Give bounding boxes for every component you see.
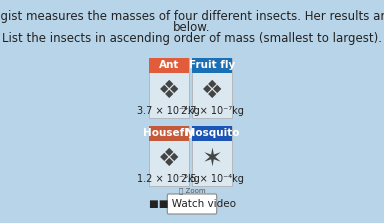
FancyBboxPatch shape bbox=[192, 126, 232, 141]
FancyBboxPatch shape bbox=[149, 126, 189, 186]
Text: Housefly: Housefly bbox=[143, 128, 195, 138]
FancyBboxPatch shape bbox=[167, 194, 217, 214]
Text: Ant: Ant bbox=[159, 60, 179, 70]
Text: 1.2 × 10⁻⁵kg: 1.2 × 10⁻⁵kg bbox=[137, 174, 200, 184]
Text: below.: below. bbox=[173, 21, 211, 34]
Text: 🔍 Zoom: 🔍 Zoom bbox=[179, 188, 205, 194]
Text: Mosquito: Mosquito bbox=[185, 128, 239, 138]
FancyBboxPatch shape bbox=[192, 126, 232, 186]
Text: ❖: ❖ bbox=[158, 147, 180, 171]
Text: ❖: ❖ bbox=[158, 79, 180, 103]
Text: 2.7 × 10⁻⁷kg: 2.7 × 10⁻⁷kg bbox=[180, 106, 243, 116]
Text: ❖: ❖ bbox=[201, 79, 223, 103]
FancyBboxPatch shape bbox=[149, 126, 189, 141]
Text: 3.7 × 10⁻⁴kg: 3.7 × 10⁻⁴kg bbox=[137, 106, 200, 116]
Text: List the insects in ascending order of mass (smallest to largest).: List the insects in ascending order of m… bbox=[2, 32, 382, 45]
Text: ✶: ✶ bbox=[202, 147, 223, 171]
Text: 2.5 × 10⁻⁴kg: 2.5 × 10⁻⁴kg bbox=[180, 174, 243, 184]
Text: Fruit fly: Fruit fly bbox=[189, 60, 235, 70]
FancyBboxPatch shape bbox=[149, 58, 189, 73]
Text: ■■ Watch video: ■■ Watch video bbox=[149, 199, 235, 209]
FancyBboxPatch shape bbox=[192, 58, 232, 73]
FancyBboxPatch shape bbox=[192, 58, 232, 118]
Text: An ecologist measures the masses of four different insects. Her results are show: An ecologist measures the masses of four… bbox=[0, 10, 384, 23]
FancyBboxPatch shape bbox=[149, 58, 189, 118]
